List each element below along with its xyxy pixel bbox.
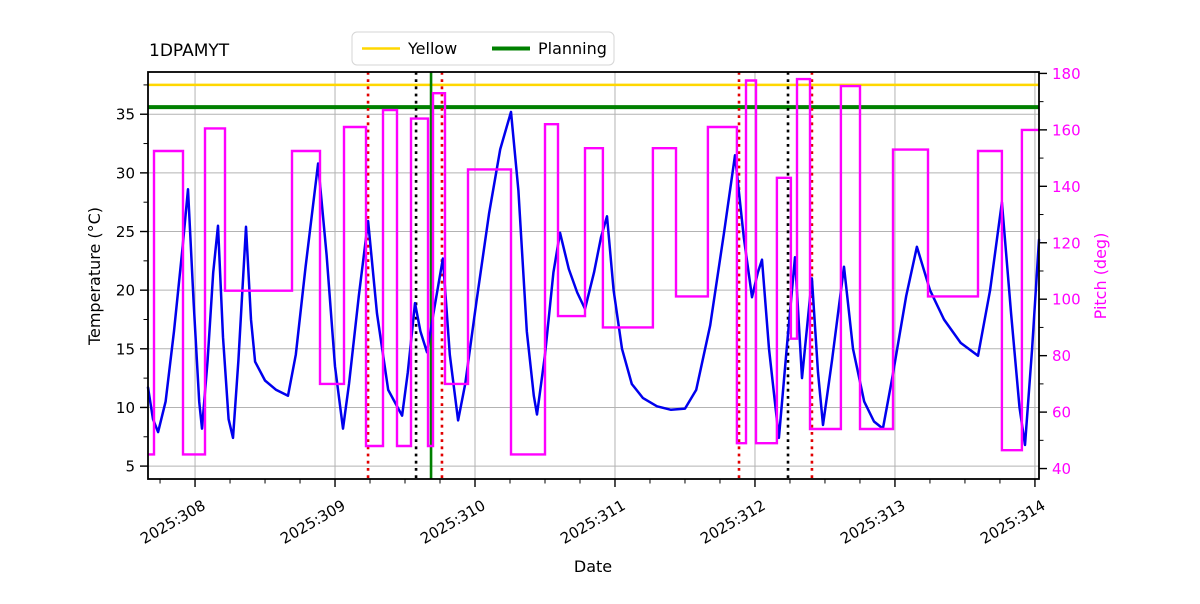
- y-tick-label-right: 60: [1052, 404, 1071, 422]
- y-tick-label-left: 25: [116, 223, 135, 241]
- legend-box: [351, 31, 615, 66]
- axis-ticks: [140, 72, 1047, 487]
- chart-title: 1DPAMYT: [149, 41, 230, 61]
- axes-frame: [147, 71, 1040, 480]
- y-axis-label-left: Temperature (°C): [85, 207, 104, 346]
- legend: Yellow Planning: [351, 31, 615, 66]
- data-series: [146, 77, 1041, 456]
- legend-label-planning: Planning: [538, 39, 607, 58]
- legend-label-yellow: Yellow: [407, 39, 457, 58]
- y-tick-label-right: 120: [1052, 234, 1081, 252]
- marker-lines: [366, 72, 814, 479]
- y-tick-label-right: 140: [1052, 178, 1081, 196]
- gridlines: [148, 72, 1039, 479]
- x-axis-label: Date: [574, 557, 612, 576]
- y-tick-label-left: 5: [125, 458, 135, 476]
- y-tick-label-left: 10: [116, 399, 135, 417]
- y-tick-label-right: 160: [1052, 121, 1081, 139]
- y-tick-label-left: 30: [116, 164, 135, 182]
- y-tick-label-right: 80: [1052, 347, 1071, 365]
- temperature-line: [146, 110, 1041, 447]
- y-tick-label-right: 40: [1052, 460, 1071, 478]
- y-tick-label-left: 35: [116, 106, 135, 124]
- y-tick-label-right: 180: [1052, 65, 1081, 83]
- y-tick-label-left: 15: [116, 340, 135, 358]
- y-tick-label-right: 100: [1052, 291, 1081, 309]
- pitch-line: [148, 77, 1039, 456]
- limit-lines: [148, 83, 1039, 110]
- y-axis-label-right: Pitch (deg): [1091, 233, 1110, 320]
- plot-border: [147, 71, 1040, 480]
- y-tick-label-left: 20: [116, 282, 135, 300]
